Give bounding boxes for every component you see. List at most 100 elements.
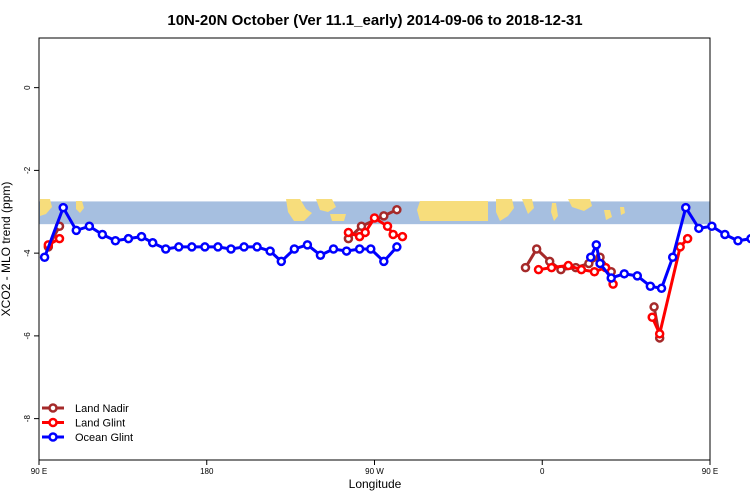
- chart-title: 10N-20N October (Ver 11.1_early) 2014-09…: [167, 12, 582, 29]
- data-point: [392, 242, 402, 252]
- data-point: [160, 244, 171, 254]
- data-point: [591, 240, 602, 250]
- y-tick-label: -6: [23, 332, 32, 340]
- data-point: [707, 221, 717, 231]
- series-line: [43, 206, 398, 263]
- data-point: [619, 269, 630, 279]
- data-point: [174, 242, 184, 252]
- legend-marker: [48, 403, 58, 413]
- y-tick-label: 0: [23, 85, 32, 90]
- data-point: [720, 229, 730, 240]
- legend-marker: [48, 417, 58, 428]
- series-layer: [39, 202, 750, 343]
- data-point: [382, 221, 393, 231]
- data-point: [147, 238, 158, 248]
- map-land: [551, 203, 558, 221]
- data-point: [136, 231, 147, 242]
- data-point: [71, 225, 82, 236]
- series-land-glint: [43, 213, 693, 339]
- data-point: [606, 273, 616, 283]
- data-point: [39, 252, 50, 263]
- data-point: [302, 240, 313, 250]
- x-tick-label: 90 E: [702, 467, 718, 476]
- data-point: [110, 235, 121, 246]
- data-point: [546, 262, 557, 273]
- x-tick-label: 180: [200, 467, 214, 476]
- data-point: [343, 227, 354, 238]
- legend-item: Land Nadir: [42, 403, 129, 415]
- data-point: [84, 221, 95, 231]
- data-point: [58, 202, 68, 213]
- data-point: [563, 260, 574, 271]
- x-axis-label: Longitude: [349, 477, 402, 491]
- data-point: [239, 242, 249, 252]
- map-land: [620, 207, 625, 215]
- x-tick-label: 0: [540, 467, 545, 476]
- data-point: [681, 202, 691, 213]
- legend-item: Land Glint: [42, 418, 125, 430]
- data-point: [226, 244, 236, 254]
- y-axis-label: XCO2 - MLO trend (ppm): [0, 182, 13, 317]
- data-point: [328, 244, 339, 254]
- data-point: [379, 211, 389, 221]
- map-land: [417, 201, 488, 221]
- legend-item: Ocean Glint: [42, 432, 133, 444]
- data-point: [354, 244, 365, 254]
- world-map-band: [39, 199, 710, 225]
- data-point: [360, 227, 370, 238]
- data-point: [733, 235, 743, 246]
- data-point: [632, 271, 643, 281]
- map-land: [604, 210, 612, 220]
- data-point: [645, 281, 656, 291]
- y-axis: 0 -2 -4 -6 -8: [23, 85, 39, 422]
- legend-marker: [48, 432, 58, 442]
- data-point: [595, 258, 605, 269]
- map-ocean: [39, 201, 710, 225]
- data-point: [682, 233, 693, 244]
- data-point: [746, 234, 750, 244]
- data-point: [649, 302, 659, 312]
- map-land: [496, 199, 514, 221]
- data-point: [694, 223, 704, 234]
- data-point: [647, 312, 657, 323]
- data-point: [289, 244, 300, 254]
- data-point: [589, 267, 600, 277]
- data-point: [654, 329, 665, 339]
- data-point: [341, 246, 352, 256]
- data-point: [366, 244, 376, 254]
- data-point: [520, 262, 531, 273]
- y-tick-label: -4: [23, 249, 32, 257]
- data-point: [379, 256, 389, 267]
- data-point: [388, 229, 398, 240]
- data-point: [675, 242, 685, 252]
- data-point: [397, 231, 408, 242]
- series-ocean-glint: [39, 202, 750, 294]
- legend: Land Nadir Land Glint Ocean Glint: [42, 403, 133, 444]
- data-point: [276, 256, 287, 267]
- map-land: [330, 214, 346, 221]
- data-point: [531, 244, 542, 254]
- legend-label: Ocean Glint: [75, 432, 133, 444]
- map-land: [316, 199, 336, 212]
- data-point: [213, 242, 223, 252]
- y-tick-label: -2: [23, 166, 32, 174]
- series-line: [650, 237, 689, 336]
- data-point: [656, 283, 667, 294]
- data-point: [123, 233, 134, 244]
- legend-label: Land Nadir: [75, 403, 129, 415]
- map-land: [522, 199, 534, 214]
- series-land-nadir: [43, 204, 665, 343]
- map-land: [40, 199, 52, 216]
- data-point: [54, 233, 65, 244]
- data-point: [187, 242, 197, 252]
- data-point: [667, 252, 678, 263]
- y-tick-label: -8: [23, 415, 32, 423]
- data-point: [265, 246, 275, 256]
- data-point: [576, 264, 587, 275]
- map-land: [76, 201, 84, 213]
- map-land: [568, 199, 592, 211]
- data-point: [315, 250, 326, 260]
- x-tick-label: 90 W: [365, 467, 384, 476]
